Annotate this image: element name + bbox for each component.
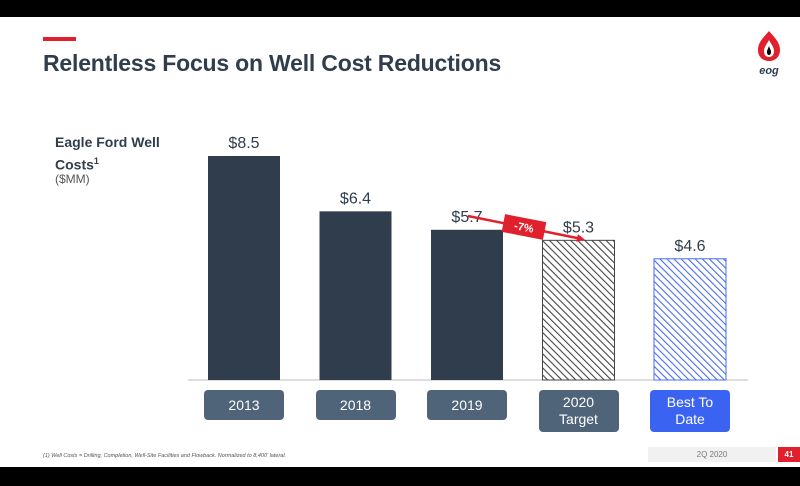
data-label-0: $8.5 (228, 135, 259, 152)
bar-4 (653, 258, 727, 381)
subtitle-line1: Eagle Ford Well (55, 134, 160, 150)
data-label-4: $4.6 (674, 238, 705, 255)
logo-text: eog (759, 65, 779, 77)
data-label-1: $6.4 (340, 190, 371, 207)
bar-2 (431, 229, 503, 380)
category-label-2: 2019 (427, 390, 507, 420)
title-accent-bar (43, 37, 76, 41)
footnote: (1) Well Costs = Drilling, Completion, W… (43, 453, 287, 459)
bar-0 (208, 156, 280, 380)
chart-unit: ($MM) (55, 172, 90, 186)
bar-chart: $8.5 $6.4 $5.7 $5.3 $4.6 -7% (188, 135, 748, 381)
page-number: 41 (778, 447, 800, 462)
change-annotation: -7% (467, 214, 585, 242)
slide-date: 2Q 2020 (648, 447, 776, 462)
page-title: Relentless Focus on Well Cost Reductions (43, 50, 502, 76)
data-label-3: $5.3 (563, 219, 594, 236)
category-label-4: Best To Date (650, 390, 730, 432)
change-annotation-label: -7% (513, 220, 535, 236)
slide: Relentless Focus on Well Cost Reductions… (0, 17, 800, 467)
category-label-0: 2013 (204, 390, 284, 420)
bar-3 (542, 239, 615, 381)
data-label-2: $5.7 (451, 209, 482, 226)
chart-subtitle: Eagle Ford Well Costs1 (55, 133, 185, 175)
change-badge (501, 214, 547, 240)
footnote-marker: 1 (93, 156, 99, 166)
eog-logo: eog (758, 31, 780, 77)
category-label-3: 2020 Target (538, 390, 619, 432)
subtitle-line2: Costs (55, 156, 94, 173)
category-label-1: 2018 (315, 390, 396, 420)
bar-1 (319, 211, 392, 380)
